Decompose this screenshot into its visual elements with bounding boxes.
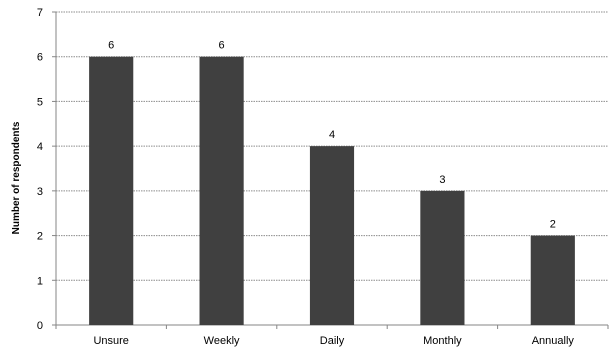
data-label: 2 — [550, 219, 556, 231]
x-tick-label: Weekly — [204, 335, 240, 347]
data-label: 6 — [219, 40, 225, 52]
y-tick-label: 4 — [37, 141, 43, 153]
data-label: 3 — [439, 174, 445, 186]
data-labels: 6 6 4 3 2 — [108, 40, 556, 231]
data-label: 6 — [108, 40, 114, 52]
bar-daily — [309, 146, 355, 325]
x-tick-label: Monthly — [423, 335, 462, 347]
x-axis-ticks: Unsure Weekly Daily Monthly Annually — [55, 325, 609, 347]
y-tick-label: 5 — [37, 96, 43, 108]
y-tick-label: 6 — [37, 52, 43, 64]
x-tick-label: Annually — [532, 335, 575, 347]
y-tick-label: 1 — [37, 275, 43, 287]
y-tick-label: 3 — [37, 186, 43, 198]
bar-monthly — [420, 190, 465, 325]
y-axis-title: Number of respondents — [11, 121, 22, 234]
data-label: 4 — [329, 129, 335, 141]
x-tick-label: Daily — [320, 335, 345, 347]
y-axis-ticks: 0 1 2 3 4 5 6 7 — [37, 7, 56, 332]
bar-annually — [530, 235, 575, 325]
bar-unsure — [89, 56, 134, 325]
bars — [89, 56, 575, 325]
y-tick-label: 2 — [37, 231, 43, 243]
x-tick-label: Unsure — [93, 335, 128, 347]
y-tick-label: 0 — [37, 320, 43, 332]
bar-weekly — [199, 56, 244, 325]
y-tick-label: 7 — [37, 7, 43, 19]
